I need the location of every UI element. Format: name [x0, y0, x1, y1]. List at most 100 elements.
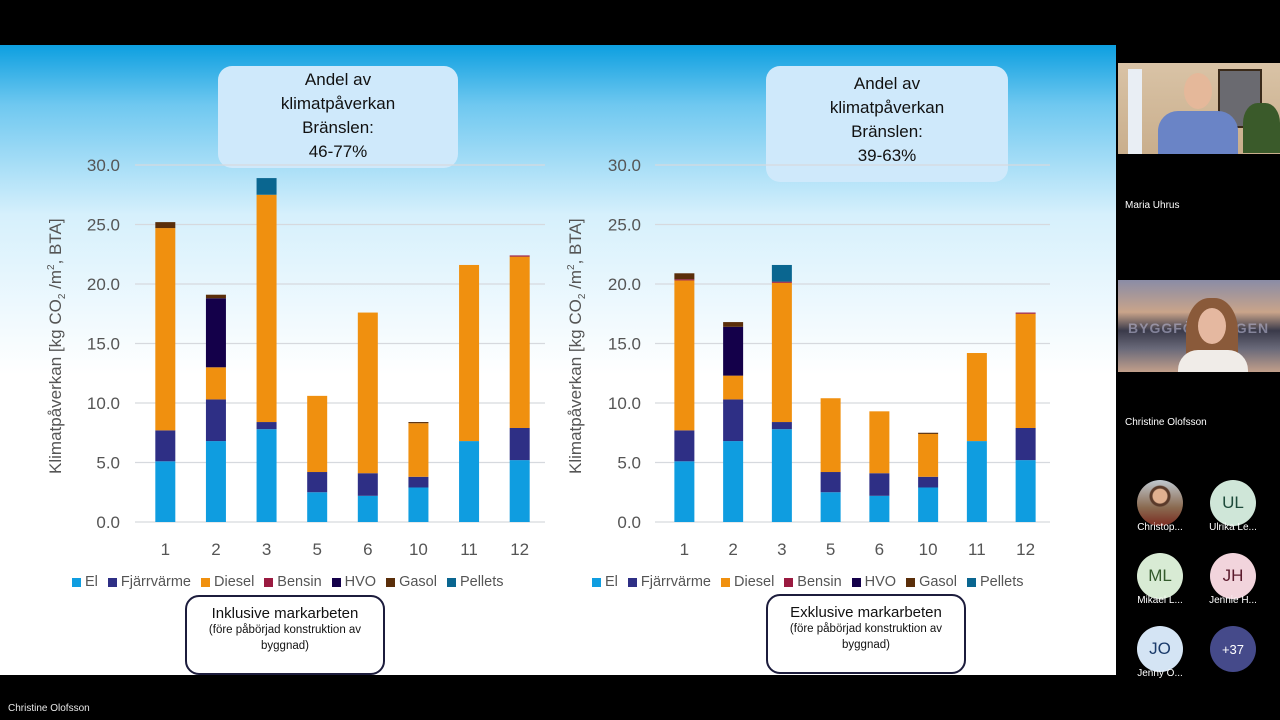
- legend-item: Gasol: [386, 574, 437, 590]
- legend-item: Fjärrvärme: [107, 574, 191, 590]
- bar-segment-diesel: [674, 280, 695, 431]
- bar-segment-el: [357, 495, 378, 522]
- presenter-name: Christine Olofsson: [8, 703, 90, 714]
- right-callout: Andel av klimatpåverkan Bränslen: 39-63%: [766, 66, 1008, 182]
- bar-segment-diesel: [459, 264, 480, 442]
- video-tile-maria[interactable]: [1118, 63, 1280, 154]
- bar-segment-fjrrvrme: [256, 422, 277, 430]
- y-tick-label: 5.0: [617, 454, 641, 473]
- legend-item: El: [72, 574, 98, 590]
- note-sub: (före påbörjad konstruktion av: [789, 623, 943, 635]
- left-note-box: Inklusive markarbeten (före påbörjad kon…: [185, 595, 385, 675]
- bar-segment-el: [674, 461, 695, 522]
- bar-segment-fjrrvrme: [408, 476, 429, 488]
- bar-segment-fjrrvrme: [820, 472, 841, 493]
- x-tick-label: 6: [363, 540, 372, 559]
- x-tick-label: 12: [510, 540, 529, 559]
- legend-label: Gasol: [399, 574, 437, 590]
- x-tick-label: 10: [409, 540, 428, 559]
- x-tick-label: 5: [312, 540, 321, 559]
- x-tick-label: 3: [262, 540, 271, 559]
- legend-label: Bensin: [797, 574, 842, 590]
- y-tick-label: 20.0: [608, 275, 641, 294]
- bar-segment-diesel: [820, 398, 841, 473]
- legend-item: Pellets: [966, 574, 1024, 590]
- person-head: [1184, 73, 1212, 109]
- bar-segment-diesel: [408, 423, 429, 477]
- legend-swatch: [72, 577, 81, 587]
- window-frame: [1128, 69, 1142, 154]
- legend-label: El: [85, 574, 98, 590]
- bar-segment-el: [256, 429, 277, 522]
- participant-name: Maria Uhrus: [1125, 200, 1180, 211]
- callout-line: klimatpåverkan: [829, 98, 945, 117]
- legend-swatch: [906, 577, 916, 587]
- bar-segment-el: [966, 441, 987, 522]
- bar-segment-fjrrvrme: [771, 422, 792, 430]
- avatar[interactable]: JH: [1210, 553, 1256, 599]
- avatar-photo[interactable]: [1137, 480, 1183, 526]
- bar-segment-fjrrvrme: [509, 427, 530, 461]
- y-tick-label: 15.0: [87, 335, 120, 354]
- right-legend: El Fjärrvärme Diesel Bensin HVO Gasol Pellets: [592, 574, 1023, 590]
- shared-slide: Andel av klimatpåverkan Bränslen: 46-77%…: [0, 45, 1116, 675]
- bar-segment-fjrrvrme: [1015, 427, 1036, 461]
- ylabel-part: , BTA]: [565, 218, 585, 265]
- callout-line: klimatpåverkan: [280, 94, 396, 113]
- bar-segment-fjrrvrme: [205, 399, 226, 442]
- avatar[interactable]: UL: [1210, 480, 1256, 526]
- bar-segment-fjrrvrme: [155, 430, 176, 462]
- bar-segment-gasol: [155, 222, 176, 229]
- person-body: [1178, 350, 1248, 372]
- x-tick-label: 2: [728, 540, 737, 559]
- bar-segment-el: [408, 487, 429, 522]
- bar-segment-pellets: [256, 178, 277, 195]
- legend-label: Pellets: [979, 574, 1024, 590]
- legend-item: HVO: [331, 574, 376, 590]
- legend-label: Diesel: [734, 574, 775, 590]
- video-tile-christine[interactable]: BYGGFÖRETAGEN: [1118, 280, 1280, 372]
- x-tick-label: 1: [680, 540, 689, 559]
- bar-segment-fjrrvrme: [918, 476, 939, 488]
- callout-line: Bränslen:: [851, 122, 923, 141]
- bar-segment-el: [509, 460, 530, 522]
- legend-swatch: [107, 577, 117, 587]
- avatar-name: Jenny O...: [1137, 668, 1183, 679]
- bar-segment-fjrrvrme: [357, 473, 378, 496]
- legend-swatch: [264, 577, 274, 587]
- bar-segment-fjrrvrme: [869, 473, 890, 496]
- legend-swatch: [201, 577, 210, 587]
- left-chart: 0.0 5.0 10.0 15.0 20.0 25.0 30.0 1 2 3 5 6 10 11 12: [0, 45, 560, 675]
- avatar-name: Christop...: [1137, 522, 1183, 533]
- bar-segment-fjrrvrme: [307, 472, 328, 493]
- more-participants-button[interactable]: +37: [1210, 626, 1256, 672]
- bar-segment-diesel: [155, 228, 176, 431]
- bar-segment-gasol: [918, 432, 939, 434]
- legend-swatch: [784, 577, 794, 587]
- callout-line: 39-63%: [857, 146, 917, 165]
- bar-segment-diesel: [307, 395, 328, 473]
- y-tick-label: 20.0: [87, 275, 120, 294]
- legend-label: Gasol: [919, 574, 957, 590]
- y-tick-label: 0.0: [96, 513, 120, 532]
- bar-segment-diesel: [723, 375, 744, 400]
- bar-segment-el: [205, 441, 226, 522]
- legend-item: HVO: [851, 574, 896, 590]
- legend-label: El: [605, 574, 618, 590]
- bar-segment-el: [918, 487, 939, 522]
- bar-segment-hvo: [723, 326, 744, 376]
- y-tick-label: 5.0: [96, 454, 120, 473]
- ylabel-part: /m: [565, 269, 585, 294]
- avatar[interactable]: JO: [1137, 626, 1183, 672]
- legend-swatch: [851, 577, 861, 587]
- legend-swatch: [966, 577, 976, 587]
- y-tick-label: 30.0: [608, 156, 641, 175]
- bar-segment-el: [723, 441, 744, 522]
- legend-label: Fjärrvärme: [640, 574, 711, 590]
- x-tick-label: 12: [1016, 540, 1035, 559]
- note-title: Exklusive markarbeten: [790, 604, 942, 621]
- avatar[interactable]: ML: [1137, 553, 1183, 599]
- x-tick-label: 10: [919, 540, 938, 559]
- callout-line: 46-77%: [308, 142, 368, 161]
- bar-segment-diesel: [256, 194, 277, 423]
